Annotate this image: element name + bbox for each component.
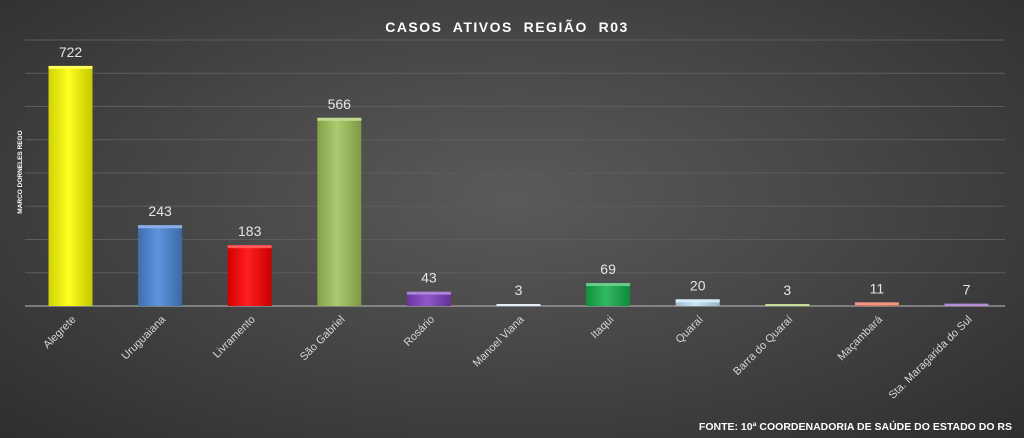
bar-1	[138, 225, 183, 306]
chart-title: CASOS ATIVOS REGIÃO R03	[385, 18, 629, 35]
x-tick-labels: Alegrete Uruguaiana Livramento São Gabriel R…	[41, 313, 974, 402]
bar-0	[48, 65, 93, 306]
x-tick-label: Uruguaiana	[120, 313, 169, 362]
x-tick-label: Alegrete	[41, 314, 78, 351]
x-tick-label: Maçambará	[835, 313, 885, 363]
data-label: 722	[59, 44, 83, 60]
data-label: 43	[421, 270, 437, 286]
x-tick-label: Barra do Quaraí	[731, 314, 795, 378]
bar-top-highlight	[48, 65, 93, 69]
bar-top-highlight	[317, 117, 362, 121]
bar-top-highlight	[854, 302, 899, 306]
data-label: 3	[515, 282, 523, 298]
data-label: 183	[238, 223, 262, 239]
data-label: 69	[600, 261, 616, 277]
bar-top-highlight	[227, 245, 272, 249]
bar-top-highlight	[944, 303, 989, 306]
data-label: 3	[783, 282, 791, 298]
bar-6	[586, 283, 631, 306]
bar-3	[317, 117, 362, 307]
bar-top-highlight	[765, 304, 810, 306]
gridlines	[25, 39, 1005, 274]
bar-top-highlight	[496, 304, 541, 306]
source-footer: FONTE: 10ª COORDENADORIA DE SAÚDE DO EST…	[699, 420, 1012, 433]
x-tick-label: Rosário	[402, 314, 437, 349]
bar-top-highlight	[586, 283, 631, 287]
bar-top-highlight	[138, 225, 183, 229]
data-label: 566	[328, 96, 352, 112]
x-tick-label: Manoel Viana	[471, 313, 528, 370]
x-tick-label: Itaqui	[589, 314, 617, 342]
data-label: 11	[870, 280, 885, 296]
data-label: 243	[148, 203, 172, 219]
x-tick-label: Quaraí	[674, 314, 706, 346]
bar-4	[406, 291, 451, 306]
y-axis-label: MARCO DORNELES REGO	[17, 130, 24, 213]
bar-top-highlight	[406, 291, 451, 295]
x-tick-label: São Gabriel	[298, 314, 348, 364]
data-label: 20	[690, 277, 706, 293]
bar-top-highlight	[675, 299, 720, 303]
data-labels: 722 243 183 566 43 3 69 20 3 11 7	[59, 44, 971, 298]
bar-7	[675, 299, 720, 306]
bars	[48, 65, 989, 307]
x-tick-label: Sta. Maragarida do Sul	[887, 314, 975, 402]
x-tick-label: Livramento	[211, 314, 258, 361]
bar-2	[227, 245, 272, 306]
data-label: 7	[963, 282, 971, 298]
